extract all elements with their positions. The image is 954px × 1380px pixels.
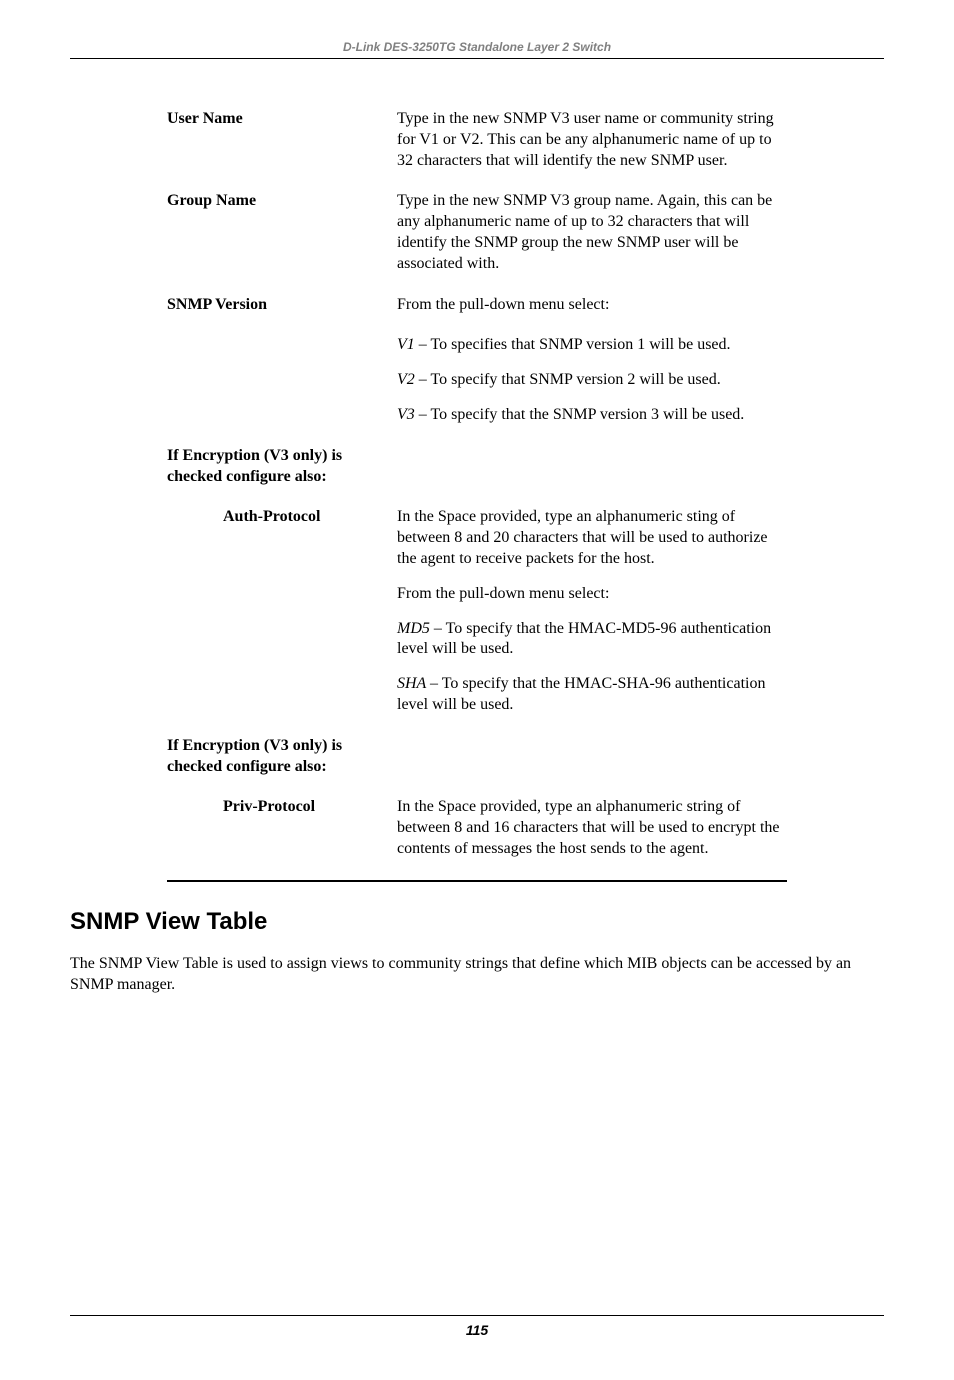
section-body: The SNMP View Table is used to assign vi…: [70, 954, 884, 996]
param-desc: In the Space provided, type an alphanume…: [397, 507, 787, 735]
param-label: Group Name: [167, 191, 397, 294]
table-row: SNMP Version From the pull-down menu sel…: [167, 295, 787, 336]
param-label: User Name: [167, 109, 397, 191]
param-label: SNMP Version: [167, 295, 397, 336]
auth-para1: In the Space provided, type an alphanume…: [397, 507, 787, 569]
param-desc: In the Space provided, type an alphanume…: [397, 797, 787, 880]
page-header: D-Link DES-3250TG Standalone Layer 2 Swi…: [70, 40, 884, 59]
param-desc: Type in the new SNMP V3 user name or com…: [397, 109, 787, 191]
encryption-note: If Encryption (V3 only) is checked confi…: [167, 446, 397, 508]
option-v2-prefix: V2: [397, 371, 415, 388]
section-heading: SNMP View Table: [70, 908, 884, 936]
table-row: Group Name Type in the new SNMP V3 group…: [167, 191, 787, 294]
header-title: D-Link DES-3250TG Standalone Layer 2 Swi…: [70, 40, 884, 54]
encryption-note: If Encryption (V3 only) is checked confi…: [167, 736, 397, 798]
param-desc: Type in the new SNMP V3 group name. Agai…: [397, 191, 787, 294]
table-row: Auth-Protocol In the Space provided, typ…: [167, 507, 787, 735]
option-sha-text: – To specify that the HMAC-SHA-96 authen…: [397, 675, 765, 713]
auth-para2: From the pull-down menu select:: [397, 584, 787, 605]
param-label: Priv-Protocol: [167, 797, 397, 880]
option-md5-text: – To specify that the HMAC-MD5-96 authen…: [397, 620, 771, 658]
param-desc: From the pull-down menu select:: [397, 295, 787, 336]
page-number: 115: [466, 1322, 488, 1338]
option-v3-prefix: V3: [397, 406, 415, 423]
table-row: If Encryption (V3 only) is checked confi…: [167, 446, 787, 508]
param-desc: V1 – To specifies that SNMP version 1 wi…: [397, 335, 787, 445]
table-row: If Encryption (V3 only) is checked confi…: [167, 736, 787, 798]
option-sha-prefix: SHA: [397, 675, 430, 692]
page-footer: 115: [70, 1315, 884, 1340]
table-row: Priv-Protocol In the Space provided, typ…: [167, 797, 787, 880]
option-v3-text: – To specify that the SNMP version 3 wil…: [415, 406, 745, 423]
table-row: V1 – To specifies that SNMP version 1 wi…: [167, 335, 787, 445]
param-label: Auth-Protocol: [167, 507, 397, 735]
option-v2-text: – To specify that SNMP version 2 will be…: [415, 371, 721, 388]
option-v1-text: – To specifies that SNMP version 1 will …: [415, 336, 731, 353]
table-row: User Name Type in the new SNMP V3 user n…: [167, 109, 787, 191]
option-v1-prefix: V1: [397, 336, 415, 353]
parameters-table: User Name Type in the new SNMP V3 user n…: [167, 109, 787, 882]
option-md5-prefix: MD5: [397, 620, 434, 637]
